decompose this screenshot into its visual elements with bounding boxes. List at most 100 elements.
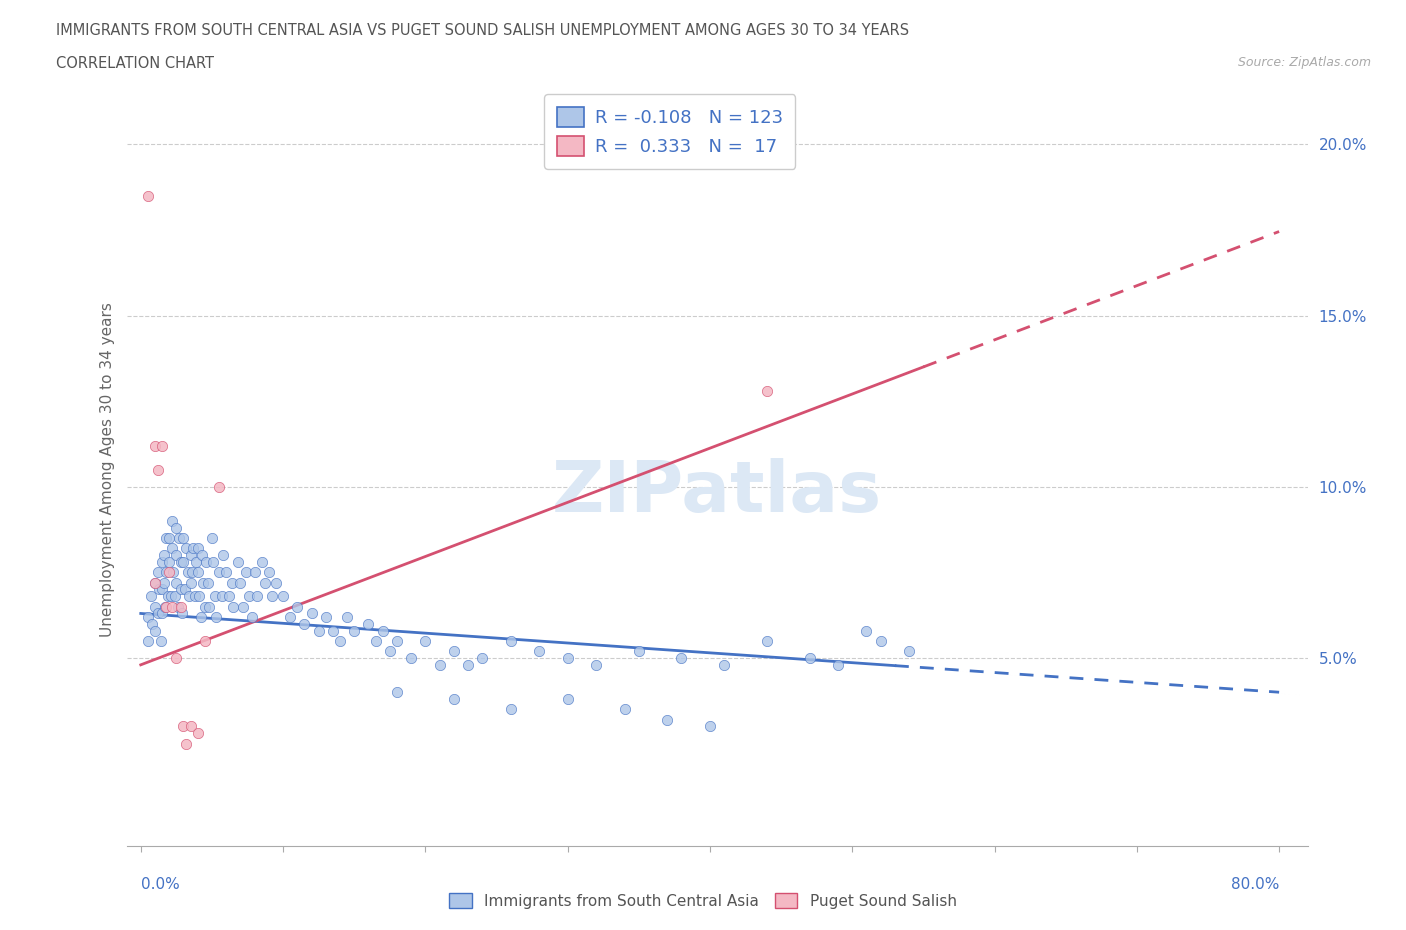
Point bbox=[229, 575, 252, 591]
Point bbox=[218, 589, 240, 604]
Point bbox=[243, 565, 266, 579]
Point bbox=[165, 575, 187, 591]
Point bbox=[443, 644, 465, 658]
Point bbox=[215, 565, 238, 579]
Point bbox=[183, 541, 205, 556]
Point bbox=[238, 589, 260, 604]
Point bbox=[146, 606, 169, 621]
Point bbox=[627, 644, 650, 658]
Point bbox=[557, 692, 579, 707]
Point bbox=[136, 633, 159, 648]
Point bbox=[173, 582, 195, 597]
Point bbox=[336, 609, 359, 624]
Legend: R = -0.108   N = 123, R =  0.333   N =  17: R = -0.108 N = 123, R = 0.333 N = 17 bbox=[544, 95, 796, 168]
Point bbox=[585, 658, 607, 672]
Point bbox=[167, 531, 190, 546]
Legend: Immigrants from South Central Asia, Puget Sound Salish: Immigrants from South Central Asia, Puge… bbox=[443, 886, 963, 915]
Point bbox=[499, 702, 522, 717]
Point bbox=[143, 599, 166, 614]
Point bbox=[194, 599, 217, 614]
Text: CORRELATION CHART: CORRELATION CHART bbox=[56, 56, 214, 71]
Point bbox=[357, 617, 380, 631]
Point bbox=[221, 575, 243, 591]
Point bbox=[148, 582, 170, 597]
Point bbox=[187, 725, 209, 740]
Point bbox=[149, 633, 172, 648]
Point bbox=[713, 658, 735, 672]
Point bbox=[499, 633, 522, 648]
Point bbox=[153, 599, 176, 614]
Point bbox=[755, 633, 778, 648]
Point bbox=[170, 606, 193, 621]
Point bbox=[443, 692, 465, 707]
Point bbox=[184, 589, 207, 604]
Point bbox=[165, 548, 187, 563]
Point bbox=[271, 589, 294, 604]
Point bbox=[169, 582, 191, 597]
Point bbox=[208, 565, 231, 579]
Point bbox=[152, 575, 174, 591]
Point bbox=[385, 684, 408, 699]
Point bbox=[371, 623, 394, 638]
Point bbox=[157, 565, 180, 579]
Point bbox=[898, 644, 921, 658]
Point bbox=[429, 658, 451, 672]
Point bbox=[157, 554, 180, 569]
Point bbox=[172, 554, 194, 569]
Y-axis label: Unemployment Among Ages 30 to 34 years: Unemployment Among Ages 30 to 34 years bbox=[100, 302, 115, 637]
Point bbox=[136, 609, 159, 624]
Text: Source: ZipAtlas.com: Source: ZipAtlas.com bbox=[1237, 56, 1371, 69]
Point bbox=[527, 644, 550, 658]
Point bbox=[657, 712, 679, 727]
Point bbox=[139, 589, 162, 604]
Point bbox=[172, 531, 194, 546]
Point bbox=[343, 623, 366, 638]
Point bbox=[385, 633, 408, 648]
Point bbox=[378, 644, 401, 658]
Point bbox=[150, 438, 173, 453]
Point bbox=[155, 599, 177, 614]
Point bbox=[155, 531, 177, 546]
Point bbox=[143, 438, 166, 453]
Text: ZIPatlas: ZIPatlas bbox=[553, 458, 882, 526]
Point bbox=[152, 548, 174, 563]
Point bbox=[186, 554, 208, 569]
Point bbox=[176, 541, 198, 556]
Point bbox=[671, 651, 693, 666]
Point bbox=[315, 609, 337, 624]
Point bbox=[208, 479, 231, 494]
Point bbox=[202, 554, 225, 569]
Point bbox=[146, 462, 169, 477]
Point bbox=[193, 575, 215, 591]
Point bbox=[165, 651, 187, 666]
Point bbox=[141, 617, 163, 631]
Point bbox=[166, 599, 188, 614]
Point bbox=[322, 623, 344, 638]
Point bbox=[150, 582, 173, 597]
Point bbox=[150, 606, 173, 621]
Point bbox=[799, 651, 821, 666]
Point bbox=[205, 609, 228, 624]
Point bbox=[699, 719, 721, 734]
Point bbox=[201, 531, 224, 546]
Point bbox=[869, 633, 891, 648]
Point bbox=[169, 599, 191, 614]
Point bbox=[187, 565, 209, 579]
Point bbox=[172, 719, 194, 734]
Point bbox=[613, 702, 636, 717]
Point bbox=[165, 521, 187, 536]
Point bbox=[198, 599, 221, 614]
Point bbox=[180, 575, 202, 591]
Point bbox=[150, 554, 173, 569]
Point bbox=[855, 623, 877, 638]
Point bbox=[176, 737, 198, 751]
Point bbox=[308, 623, 330, 638]
Point bbox=[240, 609, 263, 624]
Point bbox=[187, 541, 209, 556]
Point bbox=[162, 565, 184, 579]
Point bbox=[136, 188, 159, 203]
Point bbox=[195, 554, 218, 569]
Text: 0.0%: 0.0% bbox=[141, 877, 180, 892]
Point bbox=[160, 513, 183, 528]
Point bbox=[557, 651, 579, 666]
